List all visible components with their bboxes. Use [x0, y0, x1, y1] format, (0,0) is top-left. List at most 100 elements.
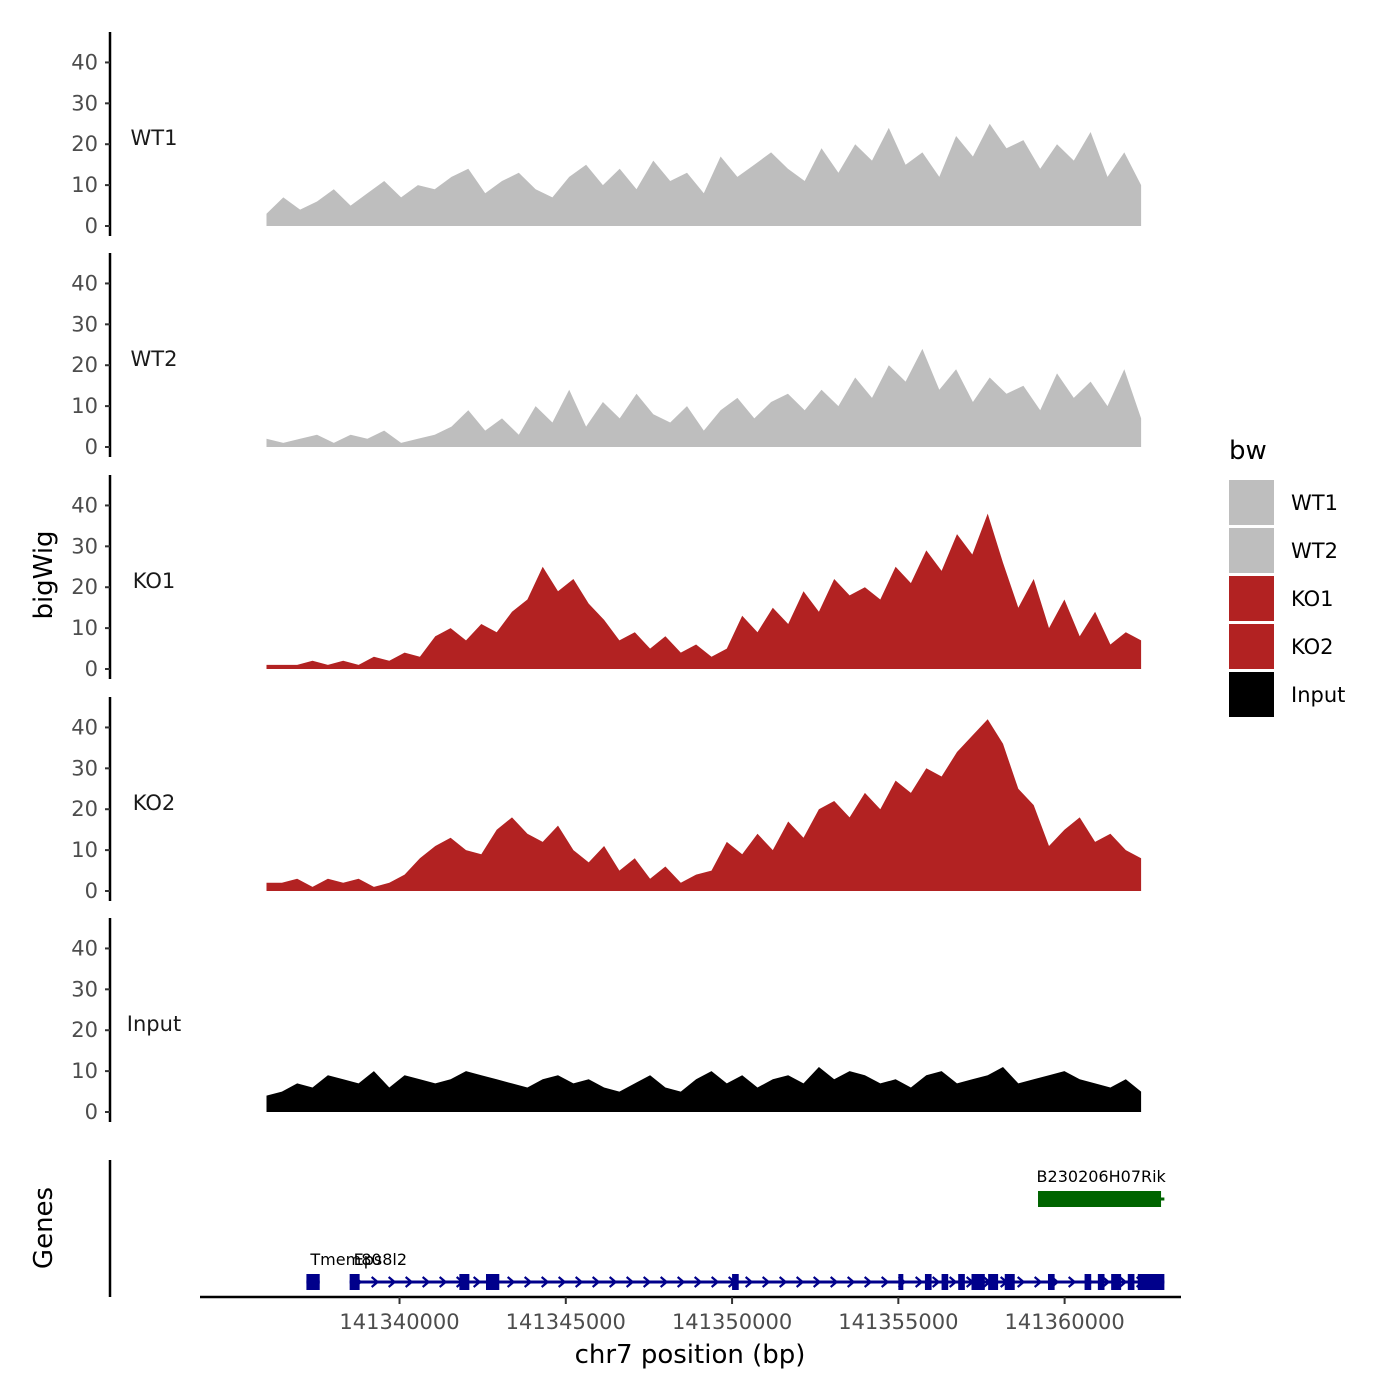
strand-arrow-icon — [370, 1276, 380, 1288]
gene-exon — [732, 1274, 739, 1290]
track-label-ko1: KO1 — [133, 569, 176, 593]
strand-arrow-icon — [659, 1276, 669, 1288]
strand-arrow-icon — [812, 1276, 822, 1288]
y-tick-label: 20 — [71, 132, 98, 156]
gene-exon — [971, 1274, 985, 1290]
gene-exon — [1097, 1274, 1105, 1290]
legend: bw WT1 WT2 KO1 KO2 Input — [1229, 436, 1345, 717]
y-tick-label: 20 — [71, 797, 98, 821]
gene-tmem80: Tmem80 — [306, 1250, 382, 1290]
gene-exon — [1137, 1274, 1165, 1290]
track-label-input: Input — [127, 1012, 181, 1036]
strand-arrow-icon — [931, 1276, 941, 1288]
strand-arrow-icon — [914, 1276, 924, 1288]
gene-exon — [898, 1274, 904, 1290]
strand-arrow-icon — [438, 1276, 448, 1288]
x-tick-label: 141340000 — [339, 1310, 459, 1334]
strand-arrow-icon — [557, 1276, 567, 1288]
legend-key-wt2 — [1229, 528, 1274, 573]
legend-label-wt2: WT2 — [1291, 539, 1338, 563]
strand-arrow-icon — [1033, 1276, 1043, 1288]
strand-arrow-icon — [710, 1276, 720, 1288]
area-input — [266, 1067, 1142, 1112]
y-tick-label: 10 — [71, 394, 98, 418]
legend-label-wt1: WT1 — [1291, 491, 1338, 515]
gene-b230206h07rik: B230206H07Rik — [1037, 1167, 1167, 1207]
strand-arrow-icon — [829, 1276, 839, 1288]
y-tick-label: 0 — [85, 1100, 98, 1124]
x-tick-label: 141360000 — [1004, 1310, 1124, 1334]
gene-exon — [941, 1274, 949, 1290]
track-label-wt2: WT2 — [131, 347, 178, 371]
x-axis-title: chr7 position (bp) — [575, 1340, 806, 1370]
gene-exon — [459, 1274, 470, 1290]
strand-arrow-icon — [744, 1276, 754, 1288]
legend-key-input — [1229, 672, 1274, 717]
strand-arrow-icon — [642, 1276, 652, 1288]
area-wt2 — [266, 348, 1142, 447]
strand-arrow-icon — [1118, 1276, 1128, 1288]
legend-label-ko2: KO2 — [1291, 635, 1334, 659]
strand-arrow-icon — [1067, 1276, 1077, 1288]
gene-exon — [1047, 1274, 1055, 1290]
y-tick-label: 0 — [85, 879, 98, 903]
strand-arrow-icon — [523, 1276, 533, 1288]
strand-arrow-icon — [693, 1276, 703, 1288]
strand-arrow-icon — [387, 1276, 397, 1288]
legend-label-ko1: KO1 — [1291, 587, 1334, 611]
x-tick-label: 141355000 — [838, 1310, 958, 1334]
gene-eps8l2: Eps8l2 — [349, 1250, 1165, 1290]
panel-wt1: 0 10 20 30 40 WT1 — [71, 32, 1142, 238]
legend-label-input: Input — [1291, 683, 1345, 707]
y-tick-label: 30 — [71, 91, 98, 115]
area-ko1 — [266, 513, 1142, 669]
y-tick-label: 30 — [71, 534, 98, 558]
legend-key-wt1 — [1229, 480, 1274, 525]
gene-exon — [924, 1274, 932, 1290]
y-tick-label: 40 — [71, 271, 98, 295]
strand-arrow-icon — [625, 1276, 635, 1288]
y-tick-label: 20 — [71, 575, 98, 599]
panel-input: 0 10 20 30 40 Input — [71, 918, 1142, 1124]
y-tick-label: 30 — [71, 756, 98, 780]
genes-axis-title: Genes — [29, 1187, 59, 1269]
y-tick-label: 10 — [71, 173, 98, 197]
y-tick-label: 20 — [71, 353, 98, 377]
strand-arrow-icon — [591, 1276, 601, 1288]
gene-exon — [349, 1274, 360, 1290]
gene-exon — [1084, 1274, 1092, 1290]
strand-arrow-icon — [948, 1276, 958, 1288]
track-panels: 0 10 20 30 40 WT1 0 10 20 30 40 WT2 0 10 20 30 40 KO1 0 10 2… — [71, 32, 1142, 1124]
strand-arrow-icon — [846, 1276, 856, 1288]
strand-arrow-icon — [863, 1276, 873, 1288]
strand-arrow-icon — [795, 1276, 805, 1288]
x-tick-label: 141350000 — [672, 1310, 792, 1334]
strand-arrow-icon — [574, 1276, 584, 1288]
gene-exon — [1004, 1274, 1015, 1290]
gene-label: Tmem80 — [309, 1250, 381, 1269]
y-tick-label: 0 — [85, 435, 98, 459]
strand-arrow-icon — [1016, 1276, 1026, 1288]
y-tick-label: 40 — [71, 936, 98, 960]
strand-arrow-icon — [540, 1276, 550, 1288]
panel-wt2: 0 10 20 30 40 WT2 — [71, 253, 1142, 459]
x-tick-label: 141345000 — [506, 1310, 626, 1334]
gene-label: B230206H07Rik — [1037, 1167, 1167, 1186]
area-ko2 — [266, 719, 1142, 891]
y-tick-label: 10 — [71, 616, 98, 640]
panel-ko1: 0 10 20 30 40 KO1 — [71, 475, 1142, 681]
y-tick-label: 40 — [71, 715, 98, 739]
track-label-wt1: WT1 — [131, 126, 178, 150]
strand-arrow-icon — [421, 1276, 431, 1288]
strand-arrow-icon — [1101, 1276, 1111, 1288]
gene-exon — [1038, 1191, 1162, 1207]
area-wt1 — [266, 123, 1142, 226]
strand-arrow-icon — [778, 1276, 788, 1288]
strand-arrow-icon — [404, 1276, 414, 1288]
gene-exon — [485, 1274, 500, 1290]
y-tick-label: 30 — [71, 977, 98, 1001]
strand-arrow-icon — [472, 1276, 482, 1288]
track-label-ko2: KO2 — [133, 791, 176, 815]
